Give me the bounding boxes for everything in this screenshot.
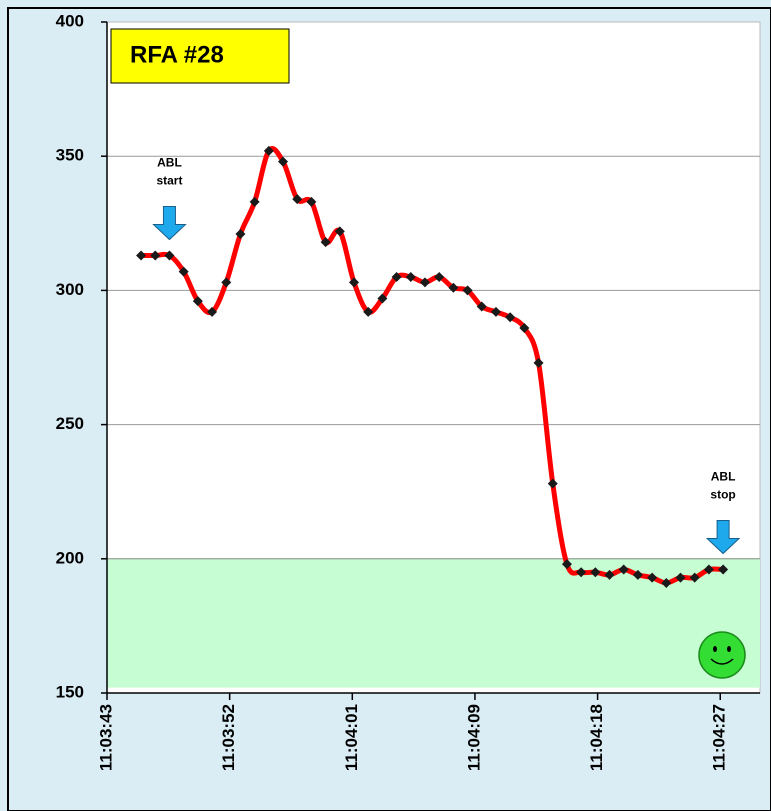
data-point [632,569,643,580]
data-point [278,156,289,167]
data-point [192,296,203,307]
data-point [349,277,360,288]
data-point [334,226,345,237]
data-point [490,306,501,317]
y-tick-label: 400 [56,11,84,30]
data-point [207,306,218,317]
annotation-text: stop [710,488,735,502]
title-box [110,28,290,84]
data-point [419,277,430,288]
x-tick-label: 11:04:01 [342,704,361,771]
x-tick-label: 11:03:52 [219,704,238,771]
data-point [263,145,274,156]
data-point [306,196,317,207]
data-point [661,577,672,588]
data-point [618,564,629,575]
plot-layer: 150 200 250 300 350 400 11:03:43 11:03:52 11:04:… [56,11,760,771]
annotation-text: ABL [711,470,736,484]
data-point [178,266,189,277]
data-point [164,250,175,261]
data-point [320,237,331,248]
data-point [235,229,246,240]
x-tick-label: 11:04:09 [464,704,483,771]
annotation-text: ABL [157,156,182,170]
data-point [377,293,388,304]
y-tick-label: 350 [56,146,84,165]
data-point [604,569,615,580]
annotation-arrow [705,520,741,555]
data-point [391,271,402,282]
data-point [519,322,530,333]
data-point [647,572,658,583]
chart-title: RFA #28 [130,41,224,68]
data-point [561,559,572,570]
annotation-arrow [152,206,187,241]
x-tick-label: 11:04:27 [710,704,729,771]
data-point [533,357,544,368]
annotation-text: start [156,174,182,188]
smiley [698,631,746,679]
data-point [405,271,416,282]
data-point [576,567,587,578]
data-point [689,572,700,583]
data-point [675,572,686,583]
y-tick-label: 200 [56,548,84,567]
y-tick-label: 250 [56,414,84,433]
data-point [292,194,303,205]
x-tick-label: 11:03:43 [96,704,115,771]
data-point [505,312,516,323]
data-point [448,282,459,293]
data-point [136,250,147,261]
data-point [221,277,232,288]
data-point [476,301,487,312]
x-tick-label: 11:04:18 [587,704,606,771]
data-point [363,306,374,317]
data-point [249,196,260,207]
data-point [434,271,445,282]
data-point [462,285,473,296]
data-point [150,250,161,261]
y-tick-label: 300 [56,280,84,299]
y-tick-label: 150 [56,682,84,701]
data-point [703,564,714,575]
target-zone [107,558,760,688]
data-point [547,478,558,489]
data-point [718,564,729,575]
data-point [590,567,601,578]
